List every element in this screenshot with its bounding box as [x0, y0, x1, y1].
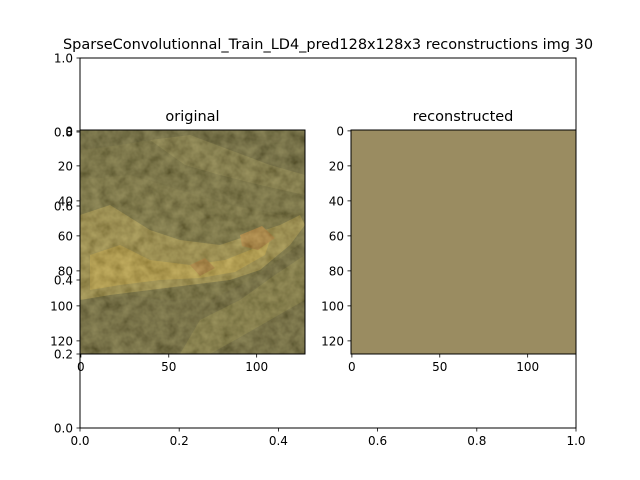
figure-title: SparseConvolutionnal_Train_LD4_pred128x1… — [63, 37, 593, 53]
original-title: original — [165, 109, 219, 125]
original-y-tick-label: 100 — [50, 299, 73, 313]
original-y-tick-label: 120 — [50, 334, 73, 348]
original-y-tick-label: 20 — [58, 159, 73, 173]
reconstructed-y-tick-label: 120 — [321, 334, 344, 348]
reconstructed-frame — [350, 129, 577, 355]
reconstructed-y-tick-label: 20 — [329, 159, 344, 173]
reconstructed-y-tick-label: 40 — [329, 194, 344, 208]
original-x-tick-label: 50 — [161, 360, 176, 374]
reconstructed-x-ticks: 0 50 100 — [348, 354, 539, 374]
original-y-tick-label: 0 — [65, 124, 73, 138]
reconstructed-title: reconstructed — [413, 109, 514, 125]
original-frame — [79, 129, 306, 355]
background-x-tick-label: 0.2 — [170, 434, 189, 448]
original-y-tick-label: 40 — [58, 194, 73, 208]
background-x-tick-label: 1.0 — [566, 434, 585, 448]
reconstructed-y-tick-label: 80 — [329, 264, 344, 278]
original-x-tick-label: 100 — [245, 360, 268, 374]
reconstructed-x-tick-label: 100 — [516, 360, 539, 374]
reconstructed-x-tick-label: 50 — [432, 360, 447, 374]
background-y-tick-label: 0.2 — [54, 348, 73, 362]
background-y-tick-label: 1.0 — [54, 52, 73, 66]
background-y-tick-label: 0.6 — [54, 200, 73, 214]
background-x-tick-label: 0.0 — [70, 434, 89, 448]
reconstructed-y-tick-label: 60 — [329, 229, 344, 243]
reconstructed-y-tick-label: 100 — [321, 299, 344, 313]
background-x-tick-label: 0.8 — [467, 434, 486, 448]
background-y-tick-label: 0.0 — [54, 422, 73, 436]
original-y-ticks: 0 20 40 60 80 100 120 — [50, 124, 80, 348]
reconstructed-y-tick-label: 0 — [336, 124, 344, 138]
original-y-tick-label: 80 — [58, 264, 73, 278]
original-image — [80, 130, 305, 354]
reconstructed-x-tick-label: 0 — [348, 360, 356, 374]
background-x-tick-label: 0.6 — [368, 434, 387, 448]
reconstructed-image — [351, 130, 576, 354]
background-y-tick-label: 0.4 — [54, 274, 73, 288]
background-axes: 0.0 0.2 0.4 0.6 0.8 1.0 0.0 0.2 0.4 0.6 0.8 1.0 — [54, 52, 586, 449]
original-x-ticks: 0 50 100 — [77, 354, 268, 374]
reconstructed-subplot: reconstructed 0 50 100 0 20 40 60 80 100 120 — [321, 109, 577, 374]
background-y-tick-label: 0.8 — [54, 126, 73, 140]
reconstructed-y-ticks: 0 20 40 60 80 100 120 — [321, 124, 351, 348]
original-x-tick-label: 0 — [77, 360, 85, 374]
original-subplot: original 0 50 100 0 20 40 60 80 100 120 — [50, 109, 306, 374]
background-y-ticks: 0.0 0.2 0.4 0.6 0.8 1.0 — [54, 52, 80, 436]
background-x-tick-label: 0.4 — [269, 434, 288, 448]
original-y-tick-label: 60 — [58, 229, 73, 243]
background-x-ticks: 0.0 0.2 0.4 0.6 0.8 1.0 — [70, 428, 586, 448]
